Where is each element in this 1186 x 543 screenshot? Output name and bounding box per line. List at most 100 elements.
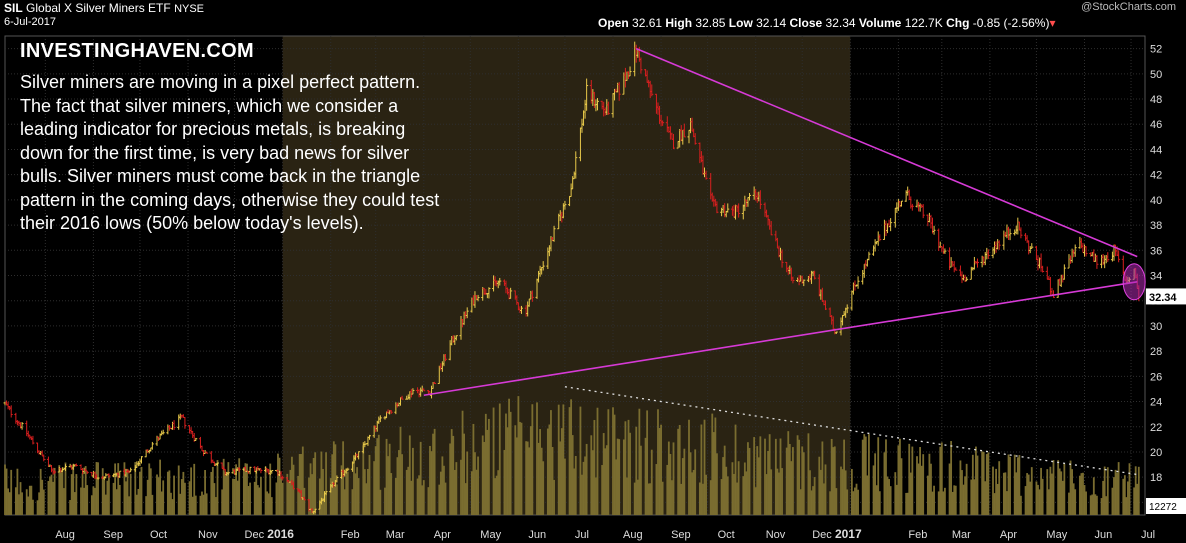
volume-bar [624,421,627,515]
volume-bar [920,465,923,515]
volume-bar [128,496,130,515]
volume-bar [700,424,703,515]
volume-bar [227,462,230,515]
volume-bar [531,404,534,515]
volume-bar [280,477,282,515]
volume-bar [1083,485,1086,515]
volume-bar [671,480,673,515]
volume-bar [683,448,686,515]
close-label: Close [789,16,823,30]
volume-bar [433,428,436,515]
volume-bar [373,461,376,515]
volume-bar [398,450,400,515]
volume-bar [421,485,424,515]
volume-bar [635,426,638,515]
volume-bar [1074,489,1077,515]
volume-bar [354,473,357,515]
volume-bar [495,475,498,515]
volume-bar [180,479,183,515]
volume-bar [146,479,149,515]
volume-bar [897,445,900,515]
volume-bar [596,407,599,515]
volume-bar [311,474,314,515]
volume-bar [691,472,694,515]
volume-bar [649,483,652,515]
volume-bar [4,464,6,515]
volume-bar [678,424,681,515]
x-tick-label: Apr [1000,529,1017,541]
volume-bar [269,463,272,515]
volume-bar [571,435,574,515]
volume-bar [405,469,408,515]
y-tick-label: 18 [1150,472,1162,484]
volume-bar [959,460,962,515]
volume-bar [477,456,479,515]
volume-bar [356,467,358,515]
volume-bar [235,464,238,515]
volume-bar [170,492,172,515]
volume-bar [21,492,23,515]
volume-bar [747,442,749,515]
volume-bar [953,485,956,515]
volume-bar [861,439,864,515]
volume-bar [367,468,369,515]
volume-bar [798,439,801,515]
volume-bar [322,468,324,515]
volume-bar [438,484,441,515]
low-value: 32.14 [756,16,787,30]
volume-bar [661,481,664,515]
volume-bar [481,435,484,515]
volume-bar [193,463,196,515]
volume-bar [722,457,725,515]
volume-bar [582,461,585,515]
volume-bar [368,454,371,515]
volume-bar [318,478,321,515]
volume-bar [390,473,393,515]
volume-bar [553,479,555,515]
volume-bar [343,489,346,515]
volume-bar [258,487,261,515]
volume-bar [930,463,932,515]
volume-bar [942,491,945,515]
volume-bar [622,439,625,515]
volume-bar [992,466,994,515]
volume-bar [759,436,762,515]
volume-bar [802,452,805,515]
volume-bar [1089,495,1092,515]
volume-bar [885,439,887,515]
volume-bar [694,449,697,515]
volume-bar [114,463,117,515]
volume-bar [32,499,34,515]
volume-bar [238,458,241,515]
volume-bar [689,452,692,515]
volume-bar [1085,491,1087,515]
volume-bar [332,441,335,515]
volume-bar [312,457,315,515]
volume-bar [470,471,473,515]
volume-bar [340,465,343,515]
volume-bar [1035,481,1038,515]
volume-bar [139,471,141,515]
x-tick-label: Aug [55,529,75,541]
volume-bar [613,414,616,515]
volume-bar [899,438,901,515]
volume-bar [830,438,833,515]
volume-bar [508,398,510,515]
volume-bar [774,438,777,515]
volume-bar [525,441,528,515]
volume-bar [309,463,312,515]
volume-bar [692,469,695,515]
volume-bar [888,479,890,515]
volume-bar [906,492,909,515]
volume-bar [461,410,464,515]
volume-bar [857,489,859,515]
volume-bar [788,444,791,515]
volume-bar [981,451,984,515]
volume-bar [807,433,810,515]
volume-bar [911,446,914,515]
volume-bar [539,429,542,515]
volume-bar [854,487,856,515]
ticker-exchange: NYSE [174,3,205,15]
volume-bar [1137,466,1140,515]
